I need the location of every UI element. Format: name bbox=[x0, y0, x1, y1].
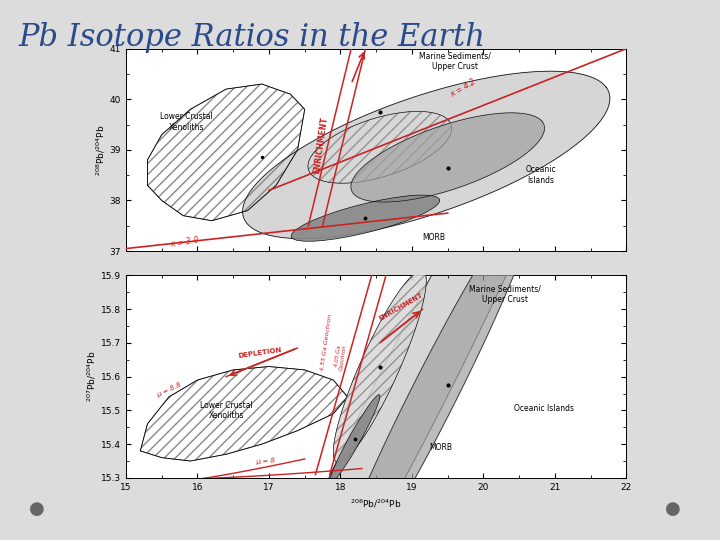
Text: ENRICHMENT: ENRICHMENT bbox=[312, 116, 329, 174]
Polygon shape bbox=[351, 113, 544, 202]
Text: $\kappa$ = 3.9: $\kappa$ = 3.9 bbox=[169, 233, 199, 248]
Text: $\mu$ = 8.8: $\mu$ = 8.8 bbox=[155, 379, 184, 400]
Text: ENRICHMENT: ENRICHMENT bbox=[378, 292, 424, 322]
Text: ●: ● bbox=[29, 501, 45, 518]
Y-axis label: $^{207}$Pb/$^{204}$Pb: $^{207}$Pb/$^{204}$Pb bbox=[86, 351, 98, 402]
Polygon shape bbox=[333, 271, 426, 463]
Text: $\kappa$ = 4.2: $\kappa$ = 4.2 bbox=[448, 75, 478, 99]
Polygon shape bbox=[243, 71, 610, 239]
Text: Oceanic Islands: Oceanic Islands bbox=[514, 404, 574, 413]
X-axis label: $^{206}$Pb/$^{204}$Pb: $^{206}$Pb/$^{204}$Pb bbox=[351, 497, 402, 510]
Text: $\mu$ = 8: $\mu$ = 8 bbox=[255, 456, 276, 468]
Text: Marine Sediments/
Upper Crust: Marine Sediments/ Upper Crust bbox=[469, 284, 541, 303]
Text: Pb Isotope Ratios in the Earth: Pb Isotope Ratios in the Earth bbox=[18, 22, 485, 52]
Ellipse shape bbox=[330, 395, 380, 484]
Polygon shape bbox=[230, 35, 594, 540]
Polygon shape bbox=[328, 188, 539, 540]
Text: Lower Crustal
Xenoliths: Lower Crustal Xenoliths bbox=[199, 401, 253, 420]
Text: Oceanic
Islands: Oceanic Islands bbox=[526, 165, 556, 185]
Text: Lower Crustal
Xenoliths: Lower Crustal Xenoliths bbox=[161, 112, 213, 132]
Text: MORB: MORB bbox=[429, 443, 452, 452]
Text: ●: ● bbox=[665, 501, 680, 518]
Text: DEPLETION: DEPLETION bbox=[238, 347, 283, 359]
Text: MORB: MORB bbox=[422, 233, 445, 242]
Y-axis label: $^{208}$Pb/$^{204}$Pb: $^{208}$Pb/$^{204}$Pb bbox=[94, 124, 107, 176]
Polygon shape bbox=[308, 111, 451, 183]
Text: 4.05 Ga
Geochron: 4.05 Ga Geochron bbox=[333, 343, 348, 371]
Ellipse shape bbox=[292, 195, 440, 241]
Text: 4.55 Ga Geochron: 4.55 Ga Geochron bbox=[320, 314, 333, 371]
Text: Marine Sediments/
Upper Crust: Marine Sediments/ Upper Crust bbox=[419, 51, 491, 71]
